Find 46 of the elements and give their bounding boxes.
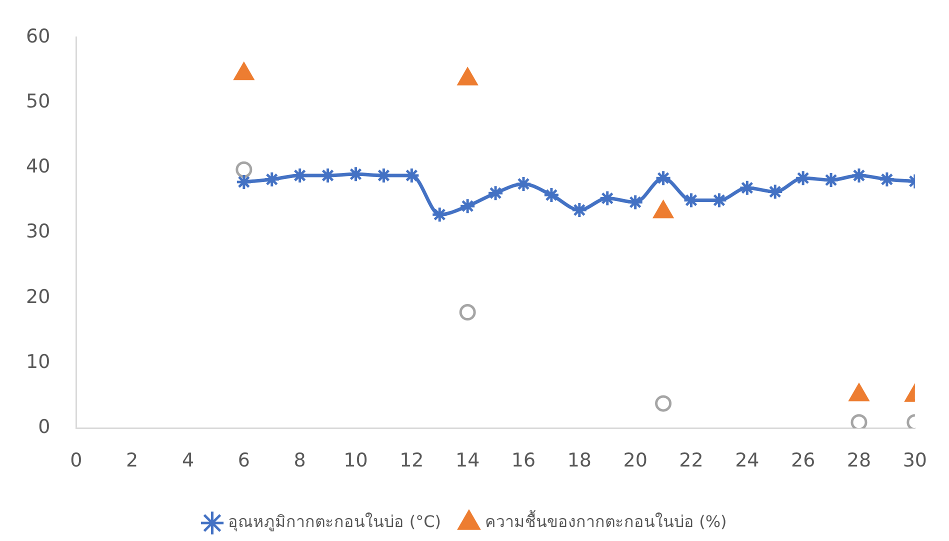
point xyxy=(766,184,784,200)
x-tick-label: 16 xyxy=(511,450,536,472)
point xyxy=(850,414,868,428)
point xyxy=(543,186,560,204)
point xyxy=(878,171,896,188)
point xyxy=(459,198,476,214)
point xyxy=(655,170,672,186)
x-tick-label: 18 xyxy=(567,450,592,472)
x-tick-label: 26 xyxy=(790,450,816,472)
x-tick-label: 14 xyxy=(455,450,480,472)
x-tick-label: 28 xyxy=(846,450,872,472)
point xyxy=(738,180,756,196)
point xyxy=(655,395,672,412)
y-tick-label: 50 xyxy=(26,90,50,112)
x-tick-label: 22 xyxy=(679,450,704,472)
x-tick-label: 24 xyxy=(735,450,760,472)
point xyxy=(599,190,616,207)
point xyxy=(571,202,588,218)
point xyxy=(236,161,252,178)
x-tick-label: 6 xyxy=(238,450,250,472)
point xyxy=(627,194,644,210)
x-tick-label: 2 xyxy=(126,450,138,472)
point xyxy=(515,176,532,192)
y-tick-label: 40 xyxy=(26,156,50,178)
y-tick-label: 60 xyxy=(26,25,50,48)
y-tick-label: 30 xyxy=(26,220,50,243)
x-tick-label: 10 xyxy=(344,450,368,472)
point xyxy=(236,174,252,190)
y-tick-label: 0 xyxy=(38,416,50,438)
point xyxy=(822,172,840,188)
point xyxy=(794,170,812,186)
point xyxy=(431,206,448,223)
legend-label: อุณหภูมิกากตะกอนในบ่อ (°C) xyxy=(228,512,441,532)
x-tick-label: 20 xyxy=(623,450,648,472)
y-tick-label: 20 xyxy=(26,286,50,308)
x-tick-label: 4 xyxy=(182,450,194,472)
point xyxy=(264,171,280,188)
x-tick-label: 12 xyxy=(400,450,424,472)
point xyxy=(850,167,868,184)
x-tick-label: 0 xyxy=(70,450,82,472)
legend-label: ความชื้นของกากตะกอนในบ่อ (%) xyxy=(484,510,727,532)
point xyxy=(487,184,504,202)
x-tick-label: 8 xyxy=(294,450,306,472)
point xyxy=(459,304,476,321)
y-tick-label: 10 xyxy=(26,351,50,374)
x-tick-label: 30 xyxy=(902,450,928,472)
